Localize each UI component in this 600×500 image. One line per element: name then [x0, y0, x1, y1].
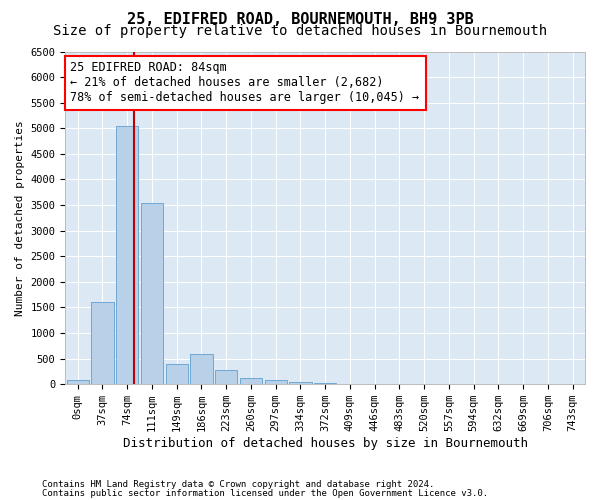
Text: 25, EDIFRED ROAD, BOURNEMOUTH, BH9 3PB: 25, EDIFRED ROAD, BOURNEMOUTH, BH9 3PB	[127, 12, 473, 28]
Bar	[116, 126, 138, 384]
Text: Contains public sector information licensed under the Open Government Licence v3: Contains public sector information licen…	[42, 488, 488, 498]
Bar	[240, 378, 262, 384]
Bar	[141, 202, 163, 384]
X-axis label: Distribution of detached houses by size in Bournemouth: Distribution of detached houses by size …	[122, 437, 527, 450]
Bar	[190, 354, 212, 384]
Text: Size of property relative to detached houses in Bournemouth: Size of property relative to detached ho…	[53, 24, 547, 38]
Text: Contains HM Land Registry data © Crown copyright and database right 2024.: Contains HM Land Registry data © Crown c…	[42, 480, 434, 489]
Bar	[265, 380, 287, 384]
Text: 25 EDIFRED ROAD: 84sqm
← 21% of detached houses are smaller (2,682)
78% of semi-: 25 EDIFRED ROAD: 84sqm ← 21% of detached…	[70, 62, 419, 104]
Bar	[166, 364, 188, 384]
Bar	[289, 382, 311, 384]
Bar	[215, 370, 237, 384]
Bar	[67, 380, 89, 384]
Y-axis label: Number of detached properties: Number of detached properties	[15, 120, 25, 316]
Bar	[91, 302, 113, 384]
